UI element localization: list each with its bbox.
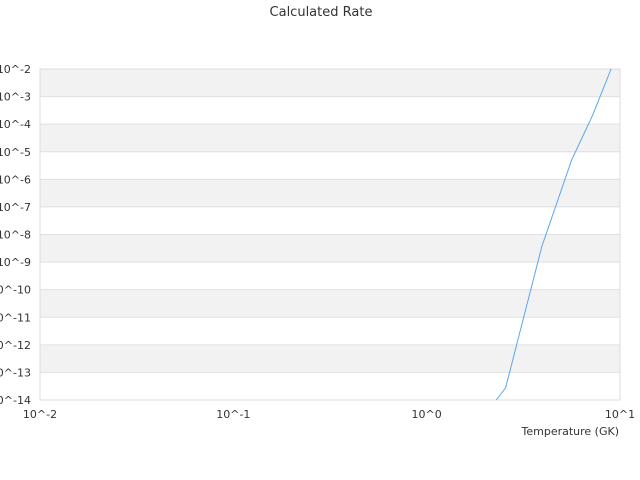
y-axis: 10^-2 10^-3 10^-4 10^-5 10^-6 10^-7 10^-8 10^-9… xyxy=(0,63,31,407)
y-tick-label: 10^-2 xyxy=(0,63,31,76)
y-tick-label: 10^-12 xyxy=(0,339,31,352)
x-tick-label: 10^0 xyxy=(412,408,442,421)
x-tick-label: 10^-2 xyxy=(23,408,57,421)
series-group xyxy=(495,68,612,401)
x-axis: 10^-2 10^-1 10^0 10^1 xyxy=(23,408,635,421)
grid-band xyxy=(40,124,620,152)
y-tick-label: 10^-5 xyxy=(0,146,31,159)
grid-band xyxy=(40,234,620,263)
plot-frame xyxy=(39,68,621,401)
x-tick-label: 10^-1 xyxy=(216,408,250,421)
x-tick-label: 10^1 xyxy=(605,408,635,421)
series-line xyxy=(495,68,612,401)
grid-lines xyxy=(40,96,620,373)
y-tick-label: 10^-3 xyxy=(0,91,31,104)
y-tick-label: 10^-9 xyxy=(0,256,31,269)
x-axis-label: Temperature (GK) xyxy=(521,425,620,438)
y-tick-label: 10^-7 xyxy=(0,201,31,214)
grid-band xyxy=(40,344,620,373)
y-tick-label: 10^-14 xyxy=(0,394,31,407)
grid-band xyxy=(40,179,620,207)
y-tick-label: 10^-10 xyxy=(0,284,31,297)
grid-band xyxy=(40,289,620,318)
chart-title: Calculated Rate xyxy=(270,5,373,20)
y-tick-label: 10^-11 xyxy=(0,311,31,324)
y-tick-label: 10^-13 xyxy=(0,366,31,379)
y-tick-label: 10^-8 xyxy=(0,229,31,242)
y-tick-label: 10^-6 xyxy=(0,173,31,186)
grid-band xyxy=(40,69,620,97)
grid-bands xyxy=(40,69,620,373)
y-tick-label: 10^-4 xyxy=(0,118,31,131)
